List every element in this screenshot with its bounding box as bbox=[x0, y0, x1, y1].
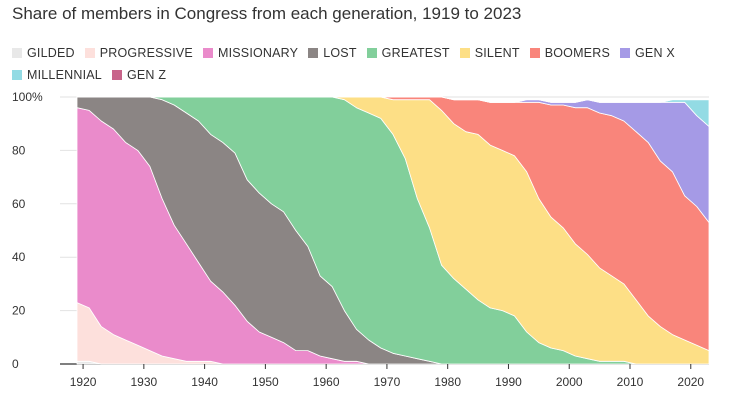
y-tick-label: 20 bbox=[12, 304, 26, 318]
legend-label: MILLENNIAL bbox=[27, 68, 102, 82]
legend-swatch bbox=[84, 48, 95, 58]
legend-item-greatest: GREATEST bbox=[366, 42, 450, 64]
legend-label: GEN X bbox=[635, 46, 675, 60]
series-areas bbox=[76, 96, 710, 365]
legend-swatch bbox=[111, 70, 122, 80]
legend-label: LOST bbox=[323, 46, 357, 60]
x-tick-label: 2020 bbox=[677, 375, 704, 389]
legend-swatch bbox=[459, 48, 470, 58]
legend-swatch bbox=[529, 48, 540, 58]
x-tick-label: 1980 bbox=[434, 375, 461, 389]
x-tick-label: 1930 bbox=[130, 375, 157, 389]
legend-label: GILDED bbox=[27, 46, 75, 60]
legend-swatch bbox=[620, 48, 630, 58]
legend-item-lost: LOST bbox=[308, 42, 356, 64]
legend-item-gen-z: GEN Z bbox=[111, 64, 167, 86]
y-tick-label: 40 bbox=[12, 250, 26, 264]
legend-swatch bbox=[366, 48, 377, 58]
x-tick-label: 2000 bbox=[556, 375, 583, 389]
legend-label: MISSIONARY bbox=[217, 46, 299, 60]
legend-label: GREATEST bbox=[381, 46, 450, 60]
legend-item-progressive: PROGRESSIVE bbox=[84, 42, 193, 64]
legend-label: PROGRESSIVE bbox=[99, 46, 193, 60]
legend-swatch bbox=[12, 48, 22, 58]
y-tick-label: 100% bbox=[12, 90, 43, 104]
axes: 1920 1930 1940 1950 1960 1970 1980 1990 2000 2010… bbox=[70, 364, 704, 389]
legend-swatch bbox=[202, 48, 213, 58]
x-tick-label: 1920 bbox=[70, 375, 97, 389]
y-tick-label: 80 bbox=[12, 143, 26, 157]
x-tick-label: 1970 bbox=[374, 375, 401, 389]
legend-item-boomers: BOOMERS bbox=[529, 42, 610, 64]
x-tick-label: 1950 bbox=[252, 375, 279, 389]
legend-label: BOOMERS bbox=[544, 46, 610, 60]
legend-item-missionary: MISSIONARY bbox=[202, 42, 299, 64]
y-tick-label: 0 bbox=[12, 357, 19, 371]
x-tick-label: 1960 bbox=[313, 375, 340, 389]
legend-item-silent: SILENT bbox=[459, 42, 520, 64]
legend-item-gen-x: GEN X bbox=[620, 42, 675, 64]
x-tick-label: 1990 bbox=[495, 375, 522, 389]
x-tick-label: 1940 bbox=[191, 375, 218, 389]
chart-title: Share of members in Congress from each g… bbox=[12, 4, 522, 23]
legend-item-gilded: GILDED bbox=[12, 42, 75, 64]
legend-label: SILENT bbox=[474, 46, 520, 60]
legend-item-millennial: MILLENNIAL bbox=[12, 64, 102, 86]
legend: GILDED PROGRESSIVE MISSIONARY LOST GREATEST S… bbox=[12, 42, 732, 86]
legend-swatch bbox=[12, 70, 22, 80]
area-gen-z bbox=[76, 96, 710, 103]
legend-swatch bbox=[308, 48, 319, 58]
y-tick-label: 60 bbox=[12, 197, 26, 211]
legend-label: GEN Z bbox=[126, 68, 167, 82]
x-tick-label: 2010 bbox=[617, 375, 644, 389]
